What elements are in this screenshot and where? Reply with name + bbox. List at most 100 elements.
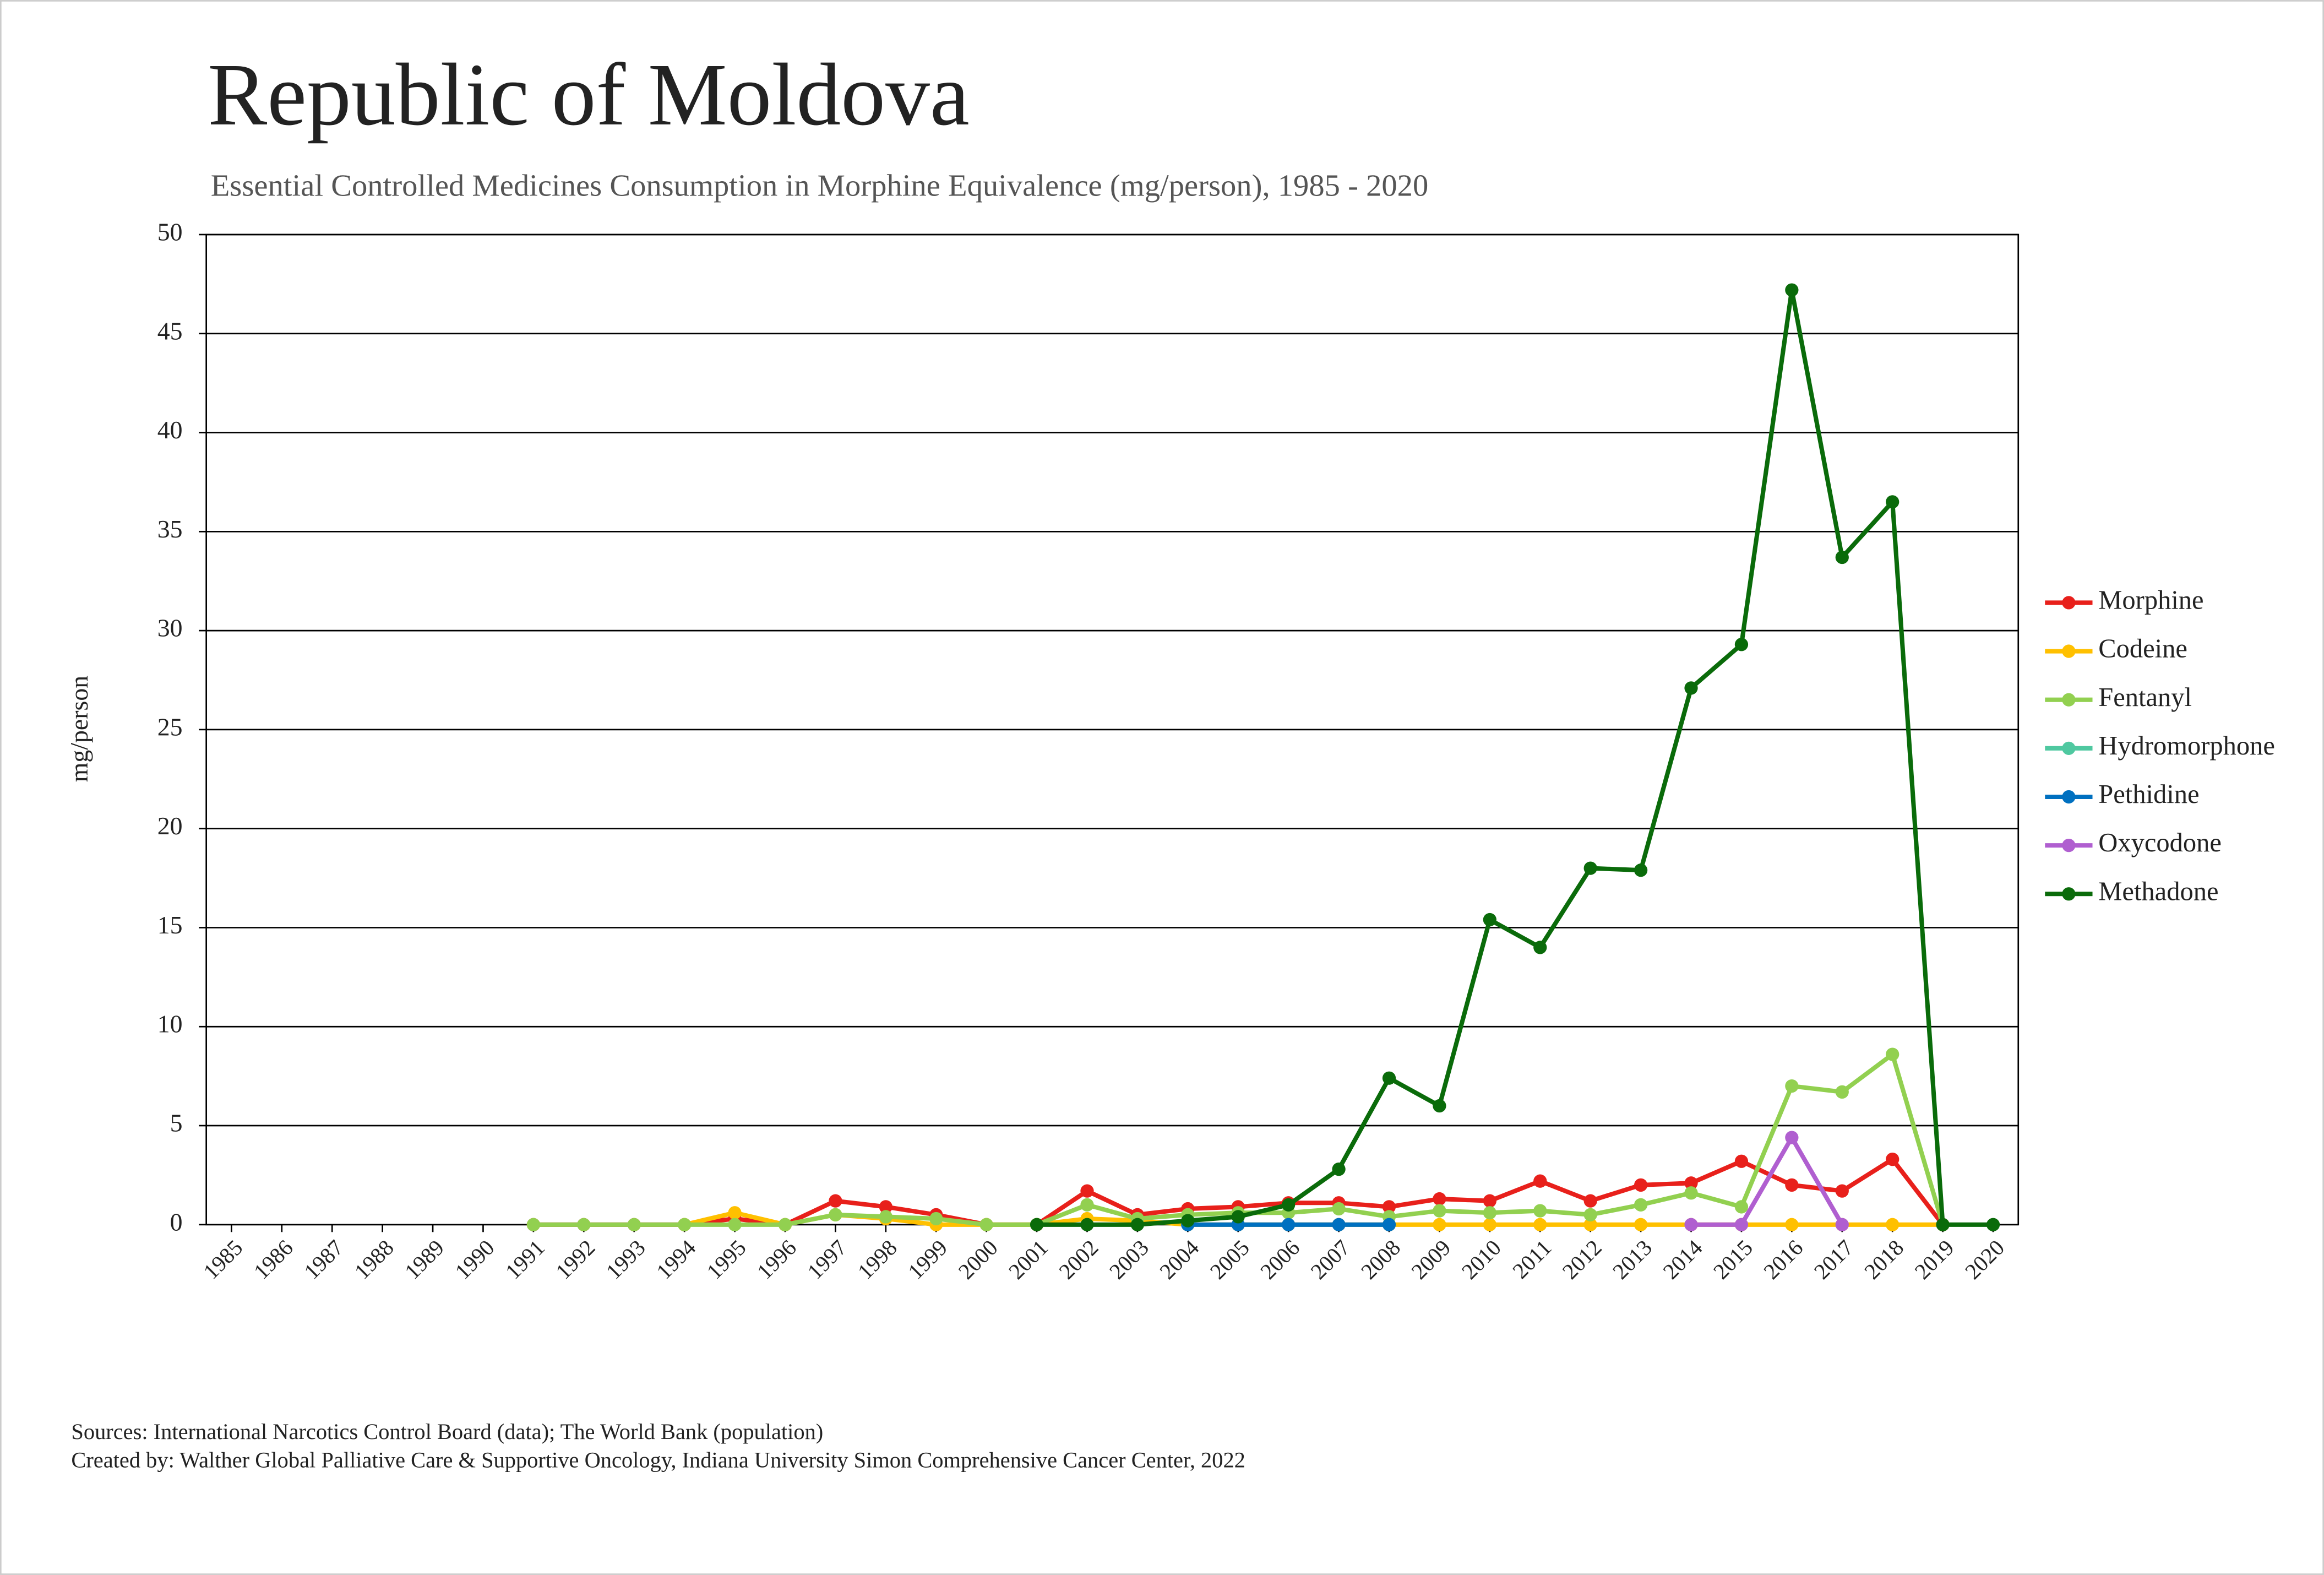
data-point xyxy=(1433,1099,1446,1113)
data-point xyxy=(1583,1208,1597,1221)
data-point xyxy=(1433,1192,1446,1206)
data-point xyxy=(1734,638,1749,651)
data-point xyxy=(1483,1218,1496,1231)
y-tick-label: 25 xyxy=(157,713,183,741)
legend-marker xyxy=(2062,838,2076,852)
data-point xyxy=(728,1218,742,1231)
data-point xyxy=(1130,1218,1145,1231)
data-point xyxy=(577,1218,591,1231)
data-point xyxy=(1734,1218,1749,1231)
data-point xyxy=(1936,1218,1950,1231)
data-point xyxy=(1684,1176,1698,1190)
series-line xyxy=(1691,1135,1844,1227)
data-point xyxy=(1181,1214,1195,1228)
legend-label: Pethidine xyxy=(2098,780,2199,809)
data-point xyxy=(1835,1085,1849,1099)
data-point xyxy=(1986,1218,2000,1231)
data-point xyxy=(526,1218,541,1231)
legend-marker xyxy=(2062,887,2076,901)
data-point xyxy=(1634,1198,1648,1212)
data-point xyxy=(1886,1047,1900,1061)
data-point xyxy=(1332,1218,1346,1231)
data-point xyxy=(1533,1204,1547,1218)
data-point xyxy=(1734,1154,1749,1168)
data-point xyxy=(1583,1218,1597,1231)
y-tick-label: 45 xyxy=(157,317,183,345)
data-point xyxy=(1835,1218,1849,1231)
data-point xyxy=(1684,681,1698,695)
data-point xyxy=(1634,1218,1648,1231)
data-point xyxy=(728,1206,742,1220)
y-tick-label: 40 xyxy=(157,416,183,444)
data-point xyxy=(879,1200,892,1214)
data-point xyxy=(1684,1218,1698,1231)
data-point xyxy=(1785,1131,1799,1144)
series-line xyxy=(1037,287,1994,1227)
data-point xyxy=(1382,1071,1396,1085)
footer-line: Sources: International Narcotics Control… xyxy=(71,1419,823,1444)
data-point xyxy=(778,1218,792,1231)
y-tick-label: 10 xyxy=(157,1010,183,1038)
y-tick-label: 20 xyxy=(157,812,183,840)
data-point xyxy=(1332,1162,1346,1176)
data-point xyxy=(678,1218,692,1231)
data-point xyxy=(1282,1198,1296,1212)
data-point xyxy=(1583,1194,1597,1208)
data-point xyxy=(1332,1202,1346,1216)
legend-label: Morphine xyxy=(2098,586,2203,615)
data-point xyxy=(1382,1218,1396,1231)
data-point xyxy=(929,1212,943,1226)
data-point xyxy=(1433,1218,1446,1231)
y-tick-label: 15 xyxy=(157,911,183,939)
legend-marker xyxy=(2062,644,2076,658)
data-point xyxy=(627,1218,641,1231)
data-point xyxy=(1634,1178,1648,1192)
y-tick-label: 0 xyxy=(170,1208,183,1236)
data-point xyxy=(1684,1186,1698,1200)
data-point xyxy=(1634,863,1648,877)
data-point xyxy=(1282,1218,1296,1231)
y-tick-label: 30 xyxy=(157,614,183,642)
legend-label: Codeine xyxy=(2098,634,2187,664)
legend-marker xyxy=(2062,596,2076,610)
chart-subtitle: Essential Controlled Medicines Consumpti… xyxy=(211,169,1429,203)
data-point xyxy=(879,1210,892,1224)
data-point xyxy=(1785,1079,1799,1093)
data-point xyxy=(829,1208,842,1221)
data-point xyxy=(1886,495,1900,509)
data-point xyxy=(1533,1174,1547,1188)
data-point xyxy=(1835,1184,1849,1198)
data-point xyxy=(1231,1210,1245,1224)
y-tick-label: 5 xyxy=(170,1109,183,1137)
data-point xyxy=(1533,1218,1547,1231)
data-point xyxy=(1785,1218,1799,1231)
data-point xyxy=(829,1194,842,1208)
legend-label: Hydromorphone xyxy=(2098,731,2275,761)
data-point xyxy=(1483,1194,1496,1208)
legend-label: Fentanyl xyxy=(2098,683,2192,712)
footer-line: Created by: Walther Global Palliative Ca… xyxy=(71,1447,1245,1472)
legend-label: Oxycodone xyxy=(2098,828,2222,857)
data-point xyxy=(1734,1200,1749,1214)
data-point xyxy=(1382,1200,1396,1214)
y-tick-label: 35 xyxy=(157,515,183,543)
y-tick-label: 50 xyxy=(157,218,183,246)
data-point xyxy=(1080,1218,1094,1231)
data-point xyxy=(1483,913,1496,927)
legend-marker xyxy=(2062,790,2076,804)
legend-marker xyxy=(2062,693,2076,707)
chart-title: Republic of Moldova xyxy=(208,45,969,144)
data-point xyxy=(1483,1206,1496,1220)
data-point xyxy=(1835,550,1849,564)
data-point xyxy=(1785,283,1799,297)
data-point xyxy=(1080,1198,1094,1212)
data-point xyxy=(1886,1153,1900,1166)
y-axis-label: mg/person xyxy=(65,676,93,782)
data-point xyxy=(1533,941,1547,954)
data-point xyxy=(1583,861,1597,875)
legend-marker xyxy=(2062,741,2076,755)
data-point xyxy=(979,1218,993,1231)
